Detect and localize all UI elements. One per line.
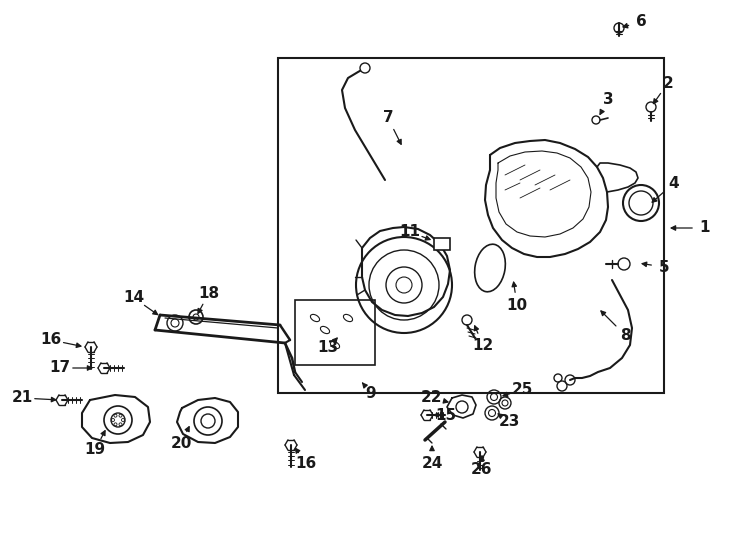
Bar: [434, 238, 450, 250]
Text: 26: 26: [471, 462, 493, 477]
Text: 25: 25: [512, 382, 533, 397]
Text: 16: 16: [295, 456, 316, 470]
Text: 2: 2: [663, 76, 673, 91]
Text: 15: 15: [435, 408, 457, 422]
Text: 10: 10: [506, 298, 528, 313]
Text: 13: 13: [317, 341, 338, 355]
Circle shape: [396, 277, 412, 293]
Text: 18: 18: [198, 286, 219, 300]
Text: 7: 7: [382, 111, 393, 125]
Bar: [295, 300, 375, 365]
Text: 11: 11: [399, 225, 421, 240]
Text: 16: 16: [40, 333, 62, 348]
Text: 3: 3: [603, 92, 614, 107]
Text: 19: 19: [84, 442, 106, 457]
Bar: [278, 58, 664, 393]
Text: 20: 20: [170, 435, 192, 450]
Text: 5: 5: [658, 260, 669, 274]
Text: 14: 14: [123, 291, 145, 306]
Text: 8: 8: [619, 327, 631, 342]
Text: 23: 23: [498, 415, 520, 429]
Text: 9: 9: [366, 386, 377, 401]
Text: 12: 12: [473, 338, 494, 353]
Text: 6: 6: [636, 15, 647, 30]
Text: 21: 21: [11, 390, 32, 406]
Circle shape: [360, 63, 370, 73]
Text: 1: 1: [700, 220, 711, 235]
Text: 17: 17: [49, 361, 70, 375]
Text: 4: 4: [669, 176, 679, 191]
Text: 24: 24: [421, 456, 443, 470]
Text: 22: 22: [421, 390, 443, 406]
